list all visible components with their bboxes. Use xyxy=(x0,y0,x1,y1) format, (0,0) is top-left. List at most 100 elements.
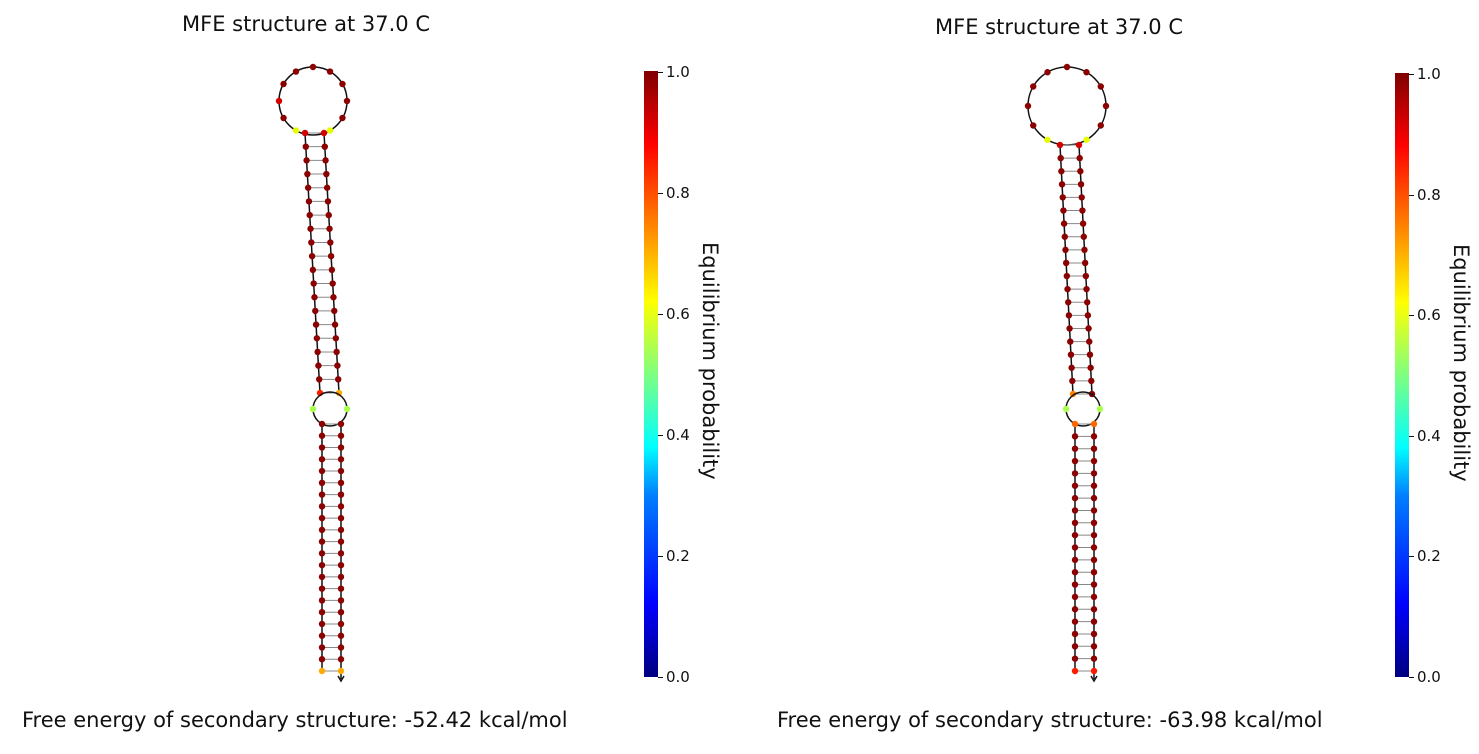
nucleotide xyxy=(333,349,339,355)
nucleotide xyxy=(1072,433,1078,439)
nucleotide xyxy=(319,550,325,556)
nucleotide xyxy=(1060,194,1066,200)
nucleotide xyxy=(310,267,316,273)
colorbar xyxy=(644,71,658,677)
nucleotide xyxy=(1072,643,1078,649)
nucleotide xyxy=(1069,378,1075,384)
nucleotide xyxy=(339,81,345,87)
nucleotide xyxy=(328,253,334,259)
nucleotide xyxy=(1091,655,1097,661)
nucleotide xyxy=(319,468,325,474)
nucleotide xyxy=(322,157,328,163)
colorbar-tick: 0.6 xyxy=(1417,306,1441,324)
nucleotide xyxy=(338,585,344,591)
nucleotide xyxy=(338,656,344,662)
nucleotide xyxy=(319,480,325,486)
nucleotide xyxy=(1091,446,1097,452)
nucleotide xyxy=(1072,458,1078,464)
nucleotide xyxy=(331,308,337,314)
colorbar-tick: 0.0 xyxy=(666,668,690,686)
nucleotide xyxy=(326,212,332,218)
colorbar-tick: 0.0 xyxy=(1417,668,1441,686)
nucleotide xyxy=(1091,483,1097,489)
colorbar-tick: 0.2 xyxy=(1417,547,1441,565)
nucleotide xyxy=(312,308,318,314)
nucleotide xyxy=(319,538,325,544)
nucleotide xyxy=(321,130,327,136)
nucleotide xyxy=(327,127,333,133)
nucleotide xyxy=(1066,312,1072,318)
nucleotide xyxy=(1063,260,1069,266)
nucleotide xyxy=(293,127,299,133)
nucleotide xyxy=(327,239,333,245)
nucleotide xyxy=(1103,103,1109,109)
nucleotide xyxy=(1087,365,1093,371)
nucleotide xyxy=(1072,495,1078,501)
nucleotide xyxy=(303,143,309,149)
nucleotide xyxy=(1091,532,1097,538)
nucleotide xyxy=(310,64,316,70)
nucleotide xyxy=(1098,122,1104,128)
nucleotide xyxy=(1091,507,1097,513)
nucleotide xyxy=(319,609,325,615)
nucleotide xyxy=(1064,64,1070,70)
nucleotide xyxy=(319,621,325,627)
nucleotide xyxy=(1061,220,1067,226)
nucleotide xyxy=(319,491,325,497)
nucleotide xyxy=(322,143,328,149)
nucleotide xyxy=(1091,606,1097,612)
nucleotide xyxy=(1067,338,1073,344)
nucleotide xyxy=(1091,643,1097,649)
nucleotide xyxy=(338,480,344,486)
nucleotide xyxy=(338,550,344,556)
interior-loop-backbone xyxy=(313,392,347,426)
nucleotide xyxy=(1068,365,1074,371)
nucleotide xyxy=(1064,286,1070,292)
colorbar-tick: 1.0 xyxy=(666,63,690,81)
nucleotide xyxy=(319,668,325,674)
nucleotide xyxy=(324,185,330,191)
nucleotide xyxy=(1091,495,1097,501)
nucleotide xyxy=(338,491,344,497)
nucleotide xyxy=(1079,194,1085,200)
nucleotide xyxy=(338,527,344,533)
colorbar-tick: 0.4 xyxy=(666,426,690,444)
interior-loop-backbone xyxy=(1066,392,1100,426)
colorbar-tick: 0.6 xyxy=(666,305,690,323)
nucleotide xyxy=(1072,668,1078,674)
nucleotide xyxy=(302,130,308,136)
nucleotide xyxy=(1084,299,1090,305)
nucleotide xyxy=(319,633,325,639)
nucleotide xyxy=(1081,234,1087,240)
nucleotide xyxy=(338,421,344,427)
nucleotide xyxy=(305,185,311,191)
nucleotide xyxy=(1081,247,1087,253)
nucleotide xyxy=(1076,155,1082,161)
nucleotide xyxy=(332,321,338,327)
rna-structure-diagram xyxy=(0,0,740,754)
nucleotide xyxy=(338,515,344,521)
nucleotide xyxy=(315,362,321,368)
nucleotide xyxy=(316,376,322,382)
nucleotide xyxy=(1085,325,1091,331)
nucleotide xyxy=(1086,338,1092,344)
nucleotide xyxy=(1079,207,1085,213)
nucleotide xyxy=(338,574,344,580)
rna-structure-diagram xyxy=(740,0,1479,754)
nucleotide xyxy=(319,597,325,603)
nucleotide xyxy=(344,98,350,104)
nucleotide xyxy=(280,81,286,87)
nucleotide xyxy=(329,267,335,273)
nucleotide xyxy=(1072,631,1078,637)
nucleotide xyxy=(325,198,331,204)
nucleotide xyxy=(1083,137,1089,143)
nucleotide xyxy=(303,157,309,163)
colorbar-tick: 0.4 xyxy=(1417,427,1441,445)
nucleotide xyxy=(1085,312,1091,318)
nucleotide xyxy=(319,656,325,662)
nucleotide xyxy=(338,633,344,639)
colorbar-label: Equilibrium probability xyxy=(1449,244,1473,482)
nucleotide xyxy=(1091,631,1097,637)
nucleotide xyxy=(1064,273,1070,279)
nucleotide xyxy=(1072,557,1078,563)
